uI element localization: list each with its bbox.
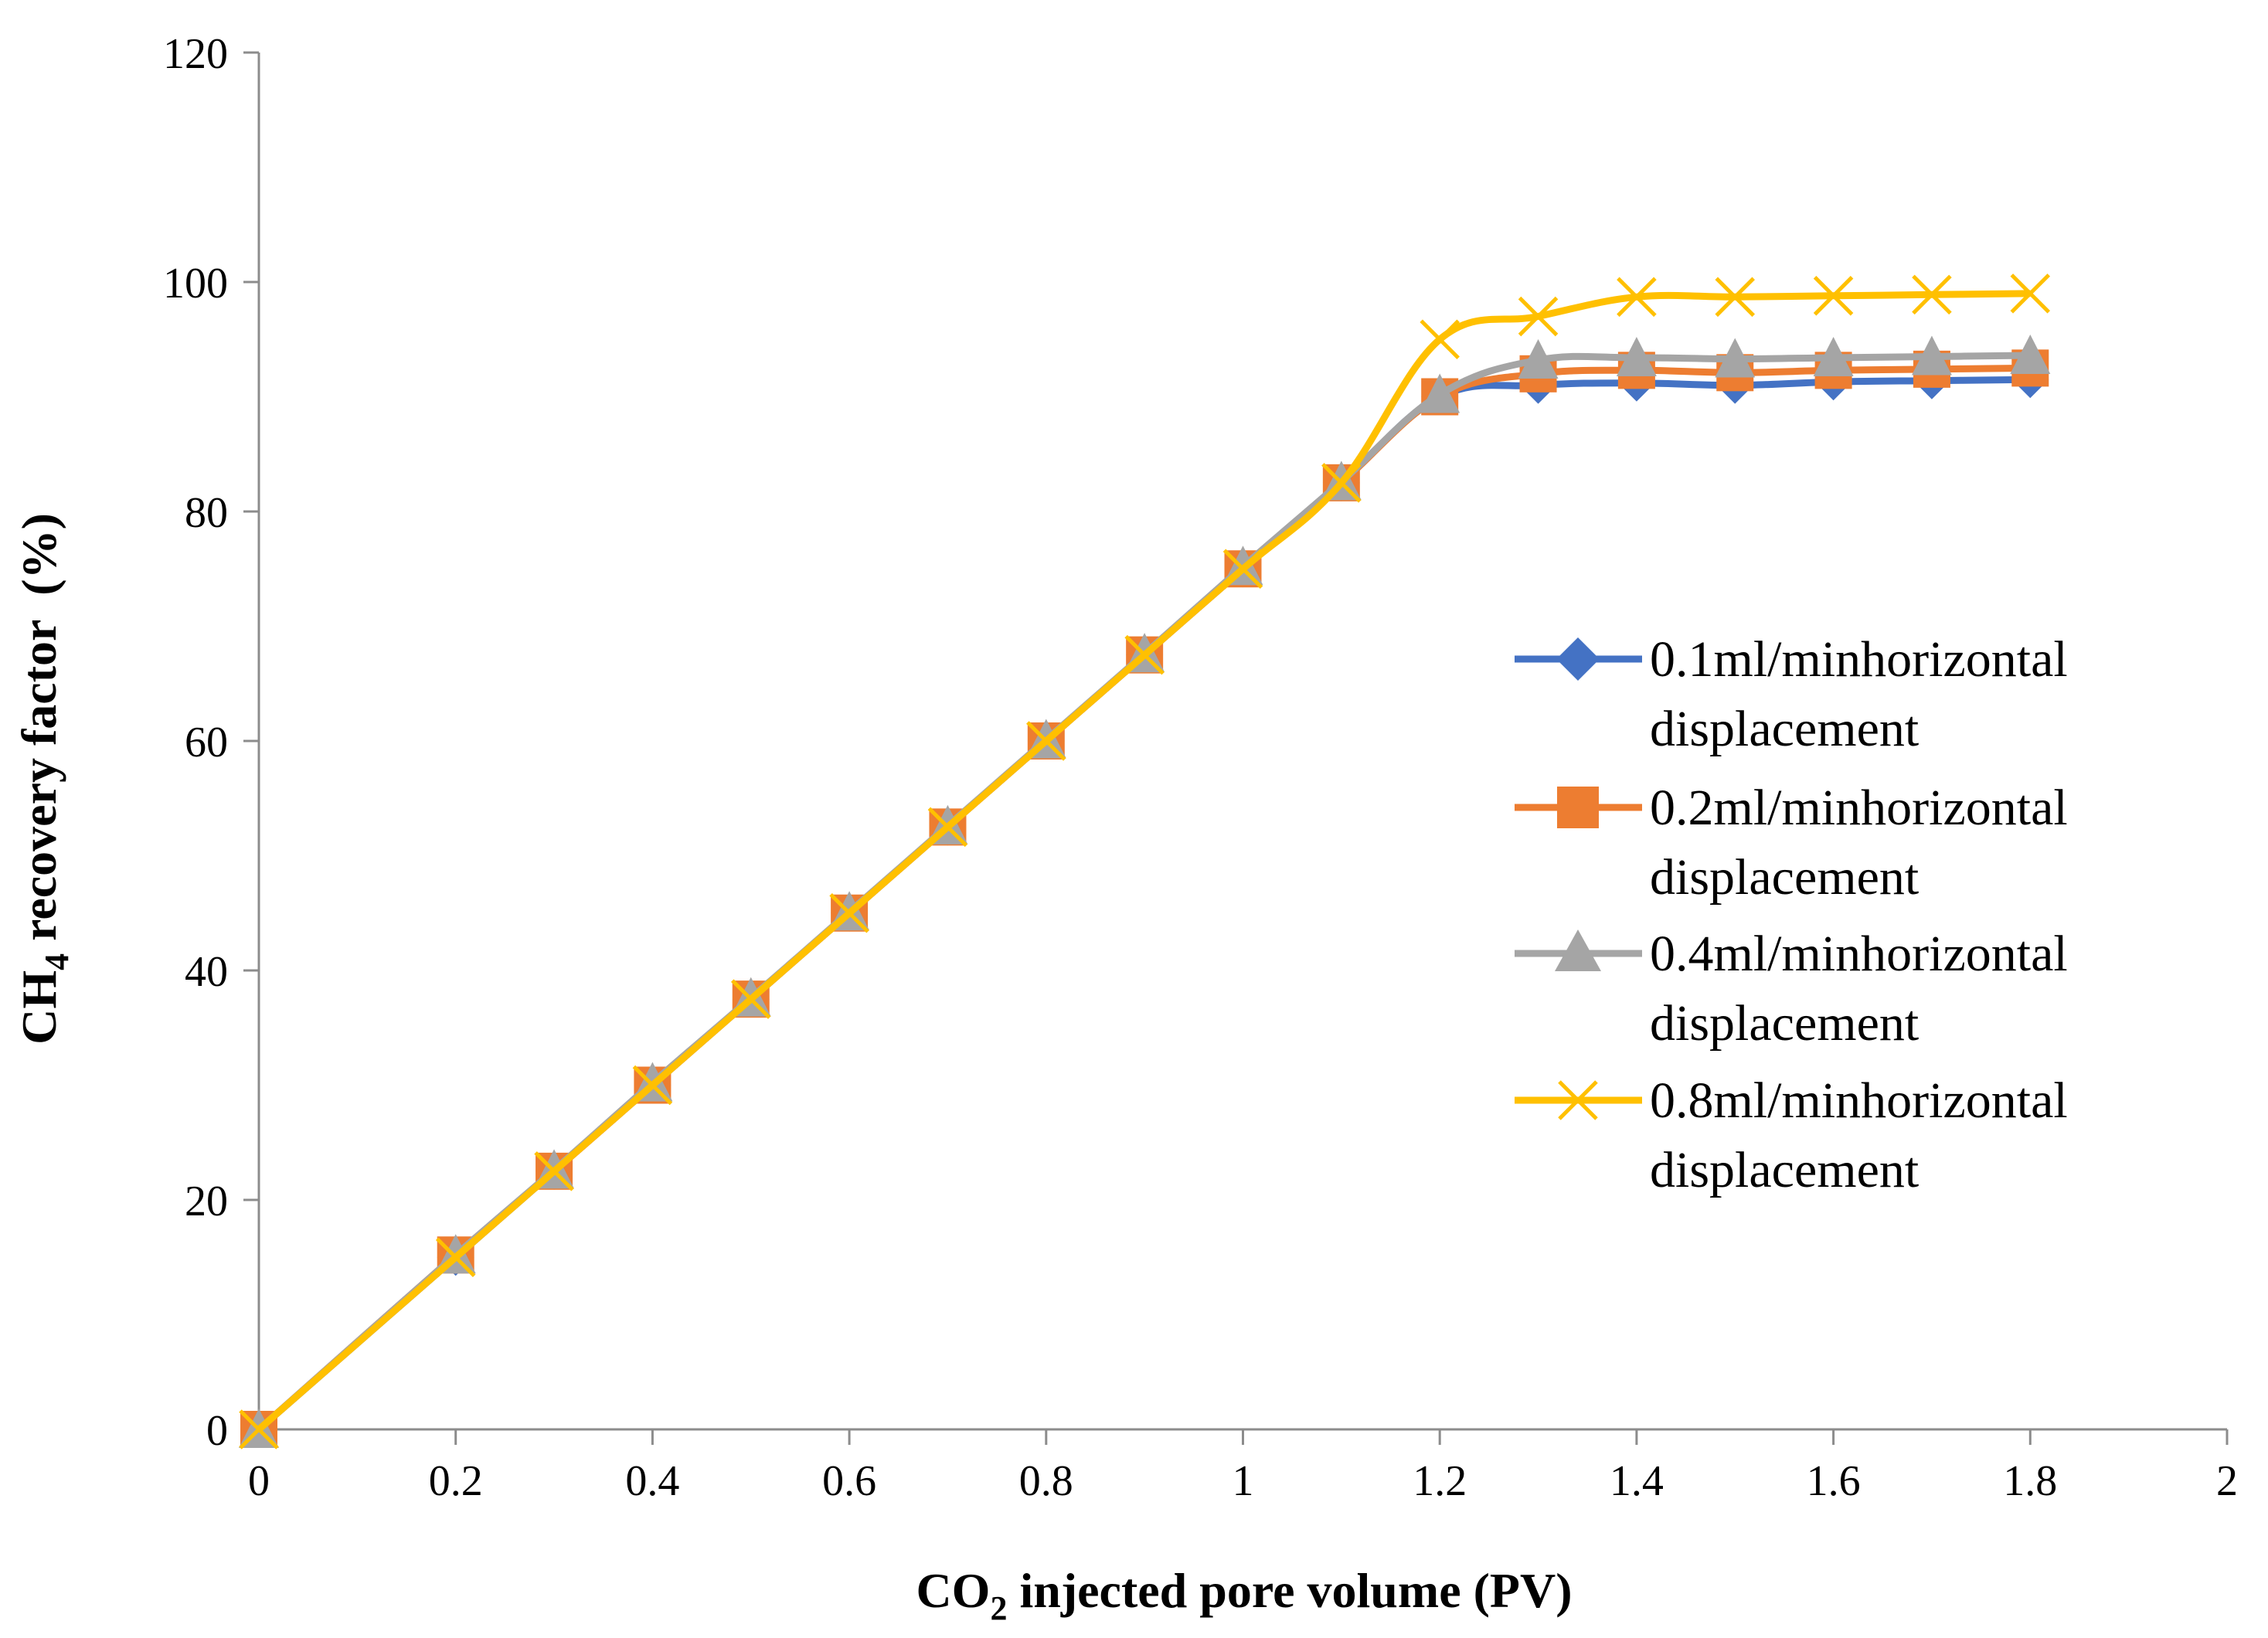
data-point-x: [435, 1237, 476, 1278]
y-axis-ticks: 0 20 40 60 80 100 120: [163, 30, 259, 1455]
x-tick-label: 2: [2216, 1457, 2238, 1505]
series-group: [239, 274, 2051, 1449]
legend-entry: 0.1ml/minhorizontal displacement: [1515, 631, 2068, 757]
x-tick-label: 0.4: [625, 1457, 679, 1505]
data-point-x: [1026, 721, 1066, 761]
x-tick-label: 0.6: [822, 1457, 876, 1505]
data-point-x: [927, 807, 968, 848]
data-point-x: [730, 979, 771, 1019]
legend-x-marker: [1558, 1080, 1598, 1120]
x-tick-label: 0.2: [429, 1457, 483, 1505]
y-tick-label: 40: [185, 948, 228, 996]
legend-label: displacement: [1650, 1142, 1919, 1198]
data-point-x: [1715, 277, 1756, 318]
data-point-triangle: [1420, 373, 1460, 413]
series-layer: [239, 274, 2051, 1449]
legend-label: displacement: [1650, 995, 1919, 1052]
data-point-x: [1617, 277, 1657, 318]
data-point-x: [1912, 274, 1952, 315]
data-point-x: [632, 1065, 673, 1106]
legend-entry: 0.2ml/minhorizontal displacement: [1515, 780, 2068, 906]
y-tick-label: 80: [185, 489, 228, 537]
legend-label: 0.2ml/minhorizontal: [1650, 780, 2068, 836]
chart-legend: 0.1ml/minhorizontal displacement 0.2ml/m…: [1515, 631, 2068, 1198]
x-axis-title-subscript: 2: [990, 1589, 1007, 1627]
data-point-x: [2010, 274, 2051, 314]
data-point-x: [829, 892, 869, 933]
data-point-triangle: [2010, 335, 2051, 375]
data-point-triangle: [1715, 338, 1756, 378]
data-point-x: [239, 1409, 279, 1449]
x-axis-title: CO2 injected pore volume (PV): [916, 1563, 1572, 1627]
data-point-x: [1222, 549, 1263, 590]
data-point-x: [1420, 319, 1460, 360]
data-point-x: [1813, 276, 1854, 316]
x-axis-title-main: CO: [916, 1563, 990, 1618]
x-tick-label: 0.8: [1019, 1457, 1073, 1505]
data-point-triangle: [1911, 335, 1952, 376]
x-tick-label: 1.6: [1807, 1457, 1861, 1505]
x-tick-label: 1.8: [2003, 1457, 2057, 1505]
data-point-x: [1321, 463, 1362, 503]
legend-label: 0.1ml/minhorizontal: [1650, 631, 2068, 688]
x-tick-label: 0: [248, 1457, 270, 1505]
x-axis-title-rest: injected pore volume (PV): [1007, 1563, 1572, 1618]
legend-entry: 0.8ml/minhorizontal displacement: [1515, 1072, 2068, 1198]
y-axis-title-rest: recovery factor (%): [12, 513, 66, 953]
data-point-x: [1518, 296, 1559, 337]
y-axis-title: CH4 recovery factor (%): [12, 513, 76, 1045]
data-point-triangle: [1518, 338, 1559, 379]
x-tick-label: 1.4: [1610, 1457, 1664, 1505]
y-tick-label: 20: [185, 1178, 228, 1225]
x-tick-label: 1.2: [1413, 1457, 1467, 1505]
legend-entry: 0.4ml/minhorizontal displacement: [1515, 926, 2068, 1052]
legend-square-marker: [1557, 787, 1599, 828]
data-point-triangle: [1616, 337, 1657, 377]
x-tick-label: 1: [1233, 1457, 1254, 1505]
legend-label: 0.8ml/minhorizontal: [1650, 1072, 2068, 1129]
legend-triangle-marker: [1555, 929, 1601, 971]
legend-label: displacement: [1650, 701, 1919, 757]
legend-label: 0.4ml/minhorizontal: [1650, 926, 2068, 982]
data-point-x: [534, 1151, 574, 1191]
data-point-x: [1124, 634, 1165, 675]
legend-diamond-marker: [1556, 637, 1600, 681]
y-tick-label: 60: [185, 719, 228, 766]
data-point-triangle: [1813, 337, 1854, 377]
y-axis-title-subscript: 4: [38, 953, 76, 970]
y-axis-title-main: CH: [12, 970, 66, 1045]
legend-label: displacement: [1650, 849, 1919, 906]
y-tick-label: 0: [206, 1407, 228, 1455]
y-tick-label: 120: [163, 30, 228, 78]
y-tick-label: 100: [163, 260, 228, 308]
x-axis-ticks: 0 0.2 0.4 0.6 0.8 1 1.2 1.4 1.6 1.8 2: [248, 1429, 2238, 1505]
